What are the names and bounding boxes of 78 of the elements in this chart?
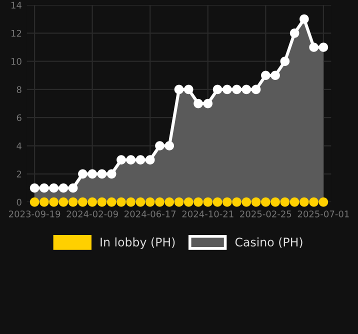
x-tick-label: 2024-06-17	[124, 210, 176, 218]
point	[270, 197, 280, 207]
point	[251, 197, 261, 207]
x-tick-label: 2025-07-01	[298, 210, 349, 218]
point	[300, 197, 309, 207]
point	[136, 155, 146, 164]
x-tick-label: 2023-09-19	[8, 210, 60, 218]
point	[309, 42, 318, 52]
point	[97, 197, 107, 207]
point	[58, 197, 68, 207]
y-tick-label: 6	[16, 114, 22, 122]
point	[261, 70, 270, 80]
point	[280, 56, 290, 66]
point	[106, 169, 116, 179]
point	[232, 84, 242, 94]
point	[270, 70, 280, 80]
point	[251, 84, 261, 94]
point	[164, 141, 174, 150]
point	[97, 169, 107, 179]
point	[318, 42, 328, 52]
x-tick-label: 2024-02-09	[66, 210, 118, 218]
point	[184, 84, 194, 94]
point	[68, 197, 78, 207]
point	[49, 197, 58, 207]
point	[194, 98, 203, 108]
point	[242, 197, 252, 207]
point	[145, 197, 155, 207]
point	[78, 169, 88, 179]
point	[106, 197, 116, 207]
point	[40, 183, 49, 193]
y-tick-label: 0	[16, 198, 22, 206]
point	[126, 197, 136, 207]
point	[184, 197, 194, 207]
y-tick-label: 2	[16, 170, 22, 178]
point	[290, 28, 300, 38]
point	[222, 84, 232, 94]
y-tick-label: 4	[16, 142, 22, 150]
point	[212, 84, 222, 94]
legend-label: Casino (PH)	[235, 237, 302, 248]
point	[174, 197, 184, 207]
point	[290, 197, 300, 207]
point	[145, 155, 155, 164]
point	[203, 98, 213, 108]
point	[318, 197, 328, 207]
x-tick-label: 2024-10-21	[182, 210, 234, 218]
point	[136, 197, 146, 207]
point	[155, 141, 164, 150]
point	[68, 183, 78, 193]
legend-label: In lobby (PH)	[100, 237, 175, 249]
point	[222, 197, 232, 207]
point	[116, 197, 126, 207]
point	[88, 197, 97, 207]
point	[300, 14, 309, 24]
point	[78, 197, 88, 207]
x-tick-label: 2025-02-25	[240, 210, 292, 218]
point	[30, 197, 40, 207]
point	[126, 155, 136, 164]
point	[212, 197, 222, 207]
y-tick-label: 12	[11, 30, 22, 37]
point	[203, 197, 213, 207]
point	[40, 197, 49, 207]
point	[49, 183, 58, 193]
point	[232, 197, 242, 207]
point	[164, 197, 174, 207]
point	[174, 84, 184, 94]
point	[261, 197, 270, 207]
y-tick-label: 8	[16, 86, 22, 94]
point	[280, 197, 290, 207]
y-tick-label: 10	[11, 58, 22, 65]
point	[30, 183, 40, 193]
point	[116, 155, 126, 164]
point	[88, 169, 97, 179]
point	[309, 197, 318, 207]
point	[58, 183, 68, 193]
point	[194, 197, 203, 207]
point	[242, 84, 252, 94]
point	[155, 197, 164, 207]
y-tick-label: 14	[11, 2, 22, 8]
